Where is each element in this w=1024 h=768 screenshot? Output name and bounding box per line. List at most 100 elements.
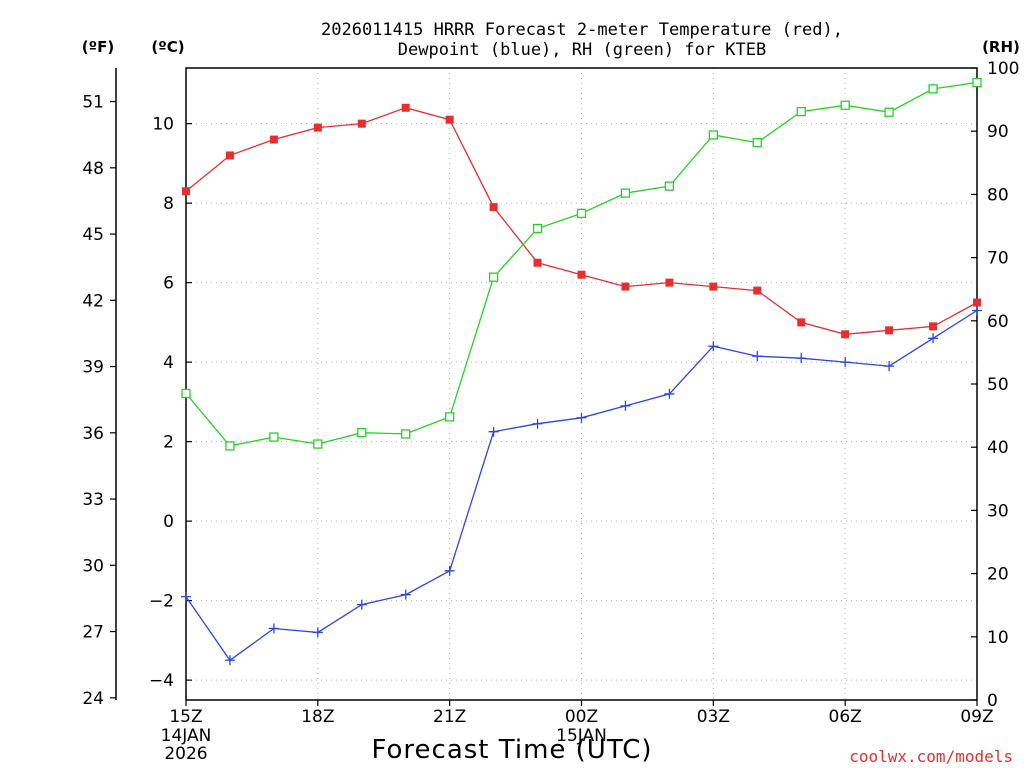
temperature-point — [225, 151, 234, 160]
celsius-tick-label: 8 — [163, 194, 174, 214]
x-tick-label: 06Z — [829, 707, 862, 727]
rh-point — [796, 106, 806, 117]
date-label-day: 15JAN — [556, 726, 607, 746]
rh-point — [928, 84, 938, 94]
rh-point — [752, 137, 762, 148]
celsius-tick-label: −2 — [149, 592, 174, 612]
dewpoint-point — [796, 353, 807, 364]
rh-point — [664, 181, 675, 191]
temperature-point — [973, 298, 981, 307]
rh-point — [532, 223, 543, 234]
x-tick-label: 15Z — [169, 707, 202, 727]
dewpoint-point — [532, 418, 543, 429]
rh-tick-label: 60 — [987, 312, 1009, 332]
celsius-tick-label: 6 — [163, 274, 174, 294]
rh-point — [357, 428, 367, 438]
rh-tick-label: 80 — [987, 185, 1009, 205]
celsius-tick-label: 2 — [163, 433, 174, 453]
temperature-point — [313, 123, 322, 132]
fahrenheit-tick-label: 33 — [82, 490, 104, 510]
rh-point — [620, 188, 631, 198]
chart-title-line1: 2026011415 HRRR Forecast 2-meter Tempera… — [321, 20, 843, 40]
celsius-tick-label: 4 — [163, 353, 174, 373]
date-label-year: 2026 — [164, 744, 207, 764]
temperature-point — [401, 103, 410, 112]
rh-tick-label: 90 — [987, 122, 1009, 142]
celsius-tick-label: 0 — [163, 512, 174, 532]
date-label-day: 14JAN — [161, 726, 212, 746]
fahrenheit-tick-label: 51 — [82, 93, 104, 113]
celsius-unit-label: (ºC) — [151, 38, 184, 56]
ticks-layer: 15Z 18Z 21Z 00Z 03Z 06Z 09Z14JAN202615JAN−4−20… — [82, 59, 1019, 764]
dewpoint-point — [840, 357, 851, 368]
rh-unit-label: (RH) — [982, 38, 1020, 56]
x-tick-label: 21Z — [433, 707, 466, 727]
rh-point — [576, 208, 587, 219]
temperature-point — [489, 203, 498, 212]
rh-tick-label: 70 — [987, 249, 1009, 269]
dewpoint-point — [224, 655, 235, 666]
temperature-point — [797, 318, 806, 327]
rh-tick-label: 100 — [987, 59, 1019, 79]
x-tick-label: 09Z — [960, 707, 993, 727]
rh-tick-label: 10 — [987, 628, 1009, 648]
fahrenheit-tick-label: 45 — [82, 225, 104, 245]
fahrenheit-tick-label: 36 — [82, 424, 104, 444]
dewpoint-point — [356, 599, 367, 610]
temperature-point — [269, 135, 278, 144]
fahrenheit-tick-label: 42 — [82, 291, 104, 311]
fahrenheit-tick-label: 48 — [82, 159, 104, 179]
dewpoint-point — [664, 388, 675, 399]
grid-layer — [186, 68, 977, 700]
temperature-point — [621, 282, 630, 291]
rh-point — [840, 100, 850, 110]
fahrenheit-tick-label: 27 — [82, 623, 104, 643]
rh-point — [225, 441, 235, 451]
temperature-point — [841, 330, 850, 339]
rh-tick-label: 20 — [987, 565, 1009, 585]
dewpoint-point — [312, 627, 323, 638]
chart-title-line2: Dewpoint (blue), RH (green) for KTEB — [398, 40, 766, 60]
rh-line — [185, 81, 978, 447]
fahrenheit-tick-label: 24 — [82, 689, 104, 709]
dewpoint-point — [488, 426, 499, 437]
rh-point — [884, 107, 894, 117]
dewpoint-point — [181, 591, 191, 602]
fahrenheit-tick-label: 39 — [82, 358, 104, 378]
dewpoint-point — [620, 400, 631, 411]
dewpoint-point — [268, 623, 279, 634]
rh-tick-label: 0 — [987, 691, 998, 711]
temperature-point — [182, 187, 190, 196]
dewpoint-point — [576, 412, 587, 423]
dewpoint-point — [972, 305, 982, 316]
x-axis-title: Forecast Time (UTC) — [371, 735, 652, 765]
credit-text: coolwx.com/models — [849, 747, 1013, 766]
temperature-line — [185, 107, 978, 335]
temperature-point — [929, 322, 938, 331]
dewpoint-line — [185, 309, 978, 662]
dewpoint-point — [444, 565, 455, 576]
temperature-point — [445, 115, 454, 124]
rh-point — [708, 130, 718, 140]
rh-point — [313, 439, 323, 449]
fahrenheit-tick-label: 30 — [82, 556, 104, 576]
rh-point — [488, 272, 499, 282]
rh-tick-label: 40 — [987, 438, 1009, 458]
rh-point — [181, 388, 191, 399]
temperature-point — [753, 286, 762, 295]
x-tick-label: 03Z — [697, 707, 730, 727]
dewpoint-point — [752, 351, 763, 362]
temperature-point — [665, 278, 674, 287]
celsius-tick-label: −4 — [149, 671, 174, 691]
rh-point — [269, 432, 279, 442]
celsius-tick-label: 10 — [152, 115, 174, 135]
fahrenheit-unit-label: (ºF) — [82, 38, 114, 56]
temperature-point — [577, 270, 586, 279]
temperature-point — [533, 258, 542, 267]
rh-tick-label: 30 — [987, 501, 1009, 521]
temperature-point — [709, 282, 718, 291]
dewpoint-point — [400, 589, 411, 600]
x-tick-label: 00Z — [565, 707, 598, 727]
dewpoint-point — [928, 333, 939, 344]
